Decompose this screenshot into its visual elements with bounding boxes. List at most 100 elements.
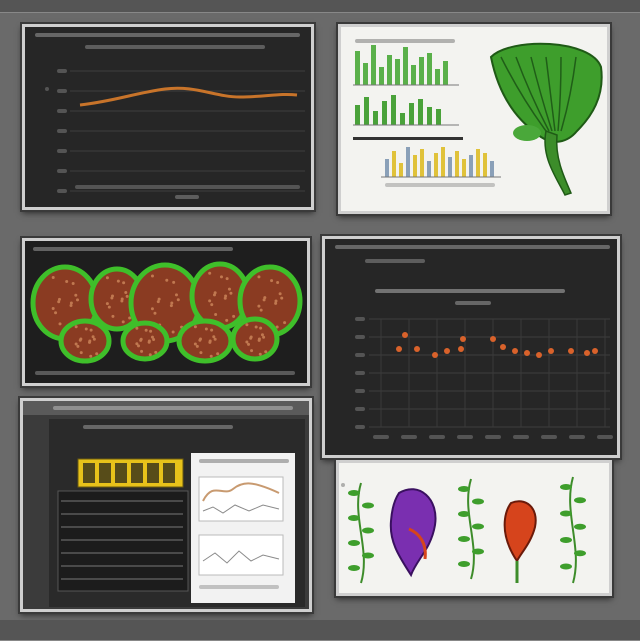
cell-dot (124, 291, 128, 295)
bar (469, 155, 473, 177)
botanical-graphic (341, 476, 586, 584)
bar (385, 159, 389, 177)
cell-dot (210, 328, 214, 332)
x-tick-label (429, 435, 445, 439)
cell-dot (89, 354, 93, 358)
bar (355, 105, 360, 125)
cell-dot (232, 314, 236, 318)
cell (176, 318, 234, 364)
blurred-subtitle (365, 259, 425, 263)
cell-dot (51, 275, 55, 279)
cell-dot (135, 326, 139, 330)
scatter-point (524, 350, 530, 356)
cell-dot (144, 328, 148, 332)
banner-glyph (115, 463, 127, 483)
scatter-point (548, 348, 554, 354)
cell-dot (225, 277, 229, 281)
cell-dot (154, 350, 158, 354)
cell-dot (193, 342, 197, 346)
bar (409, 103, 414, 125)
cell-dot (257, 338, 261, 342)
cell-dot (88, 340, 92, 344)
x-tick-label (541, 435, 557, 439)
fern-leaflet (362, 552, 374, 559)
blurred-title (335, 245, 610, 249)
banner-glyph (99, 463, 111, 483)
cell-dot (199, 337, 203, 341)
cell-dot (208, 271, 212, 275)
cell-dot (250, 349, 254, 353)
cell-dot (84, 327, 88, 331)
x-tick-label (569, 435, 585, 439)
bar (462, 159, 466, 177)
cell (58, 318, 112, 364)
cell-dot (280, 296, 284, 300)
y-tick-label (355, 371, 365, 375)
cell-dot (247, 342, 251, 346)
scatter-point (512, 348, 518, 354)
blurred-side-label (341, 483, 345, 487)
cell-dot (274, 299, 278, 303)
x-tick-label (457, 435, 473, 439)
cell-dot (263, 296, 267, 300)
cell-dot (257, 304, 261, 308)
y-tick-label (355, 407, 365, 411)
fern-leaflet (348, 565, 360, 571)
fern-leaflet (348, 540, 360, 546)
cell-dot (153, 311, 157, 315)
bar (355, 51, 360, 85)
y-tick-label (355, 317, 365, 321)
cell (230, 316, 280, 362)
scatter-point (444, 348, 450, 354)
y-tick-label (355, 425, 365, 429)
fern-leaflet (472, 548, 484, 555)
cell-dot (275, 325, 279, 329)
bar (391, 95, 396, 125)
x-tick-label (513, 435, 529, 439)
fern-leaflet (574, 497, 586, 504)
y-tick-label (355, 335, 365, 339)
plant-leaf (513, 125, 541, 141)
cell-dot (212, 335, 216, 339)
cell-dot (169, 304, 173, 308)
cell (120, 320, 170, 362)
banner-glyph (83, 463, 95, 483)
fern-leaflet (574, 523, 586, 530)
cell-dot (157, 297, 161, 301)
cell-dot (57, 300, 61, 304)
y-tick-label (57, 69, 67, 73)
cell-dot (125, 294, 129, 298)
panel-plant-bars (338, 24, 610, 214)
bar (448, 157, 452, 177)
y-tick-label (355, 353, 365, 357)
cell-dot (195, 344, 199, 348)
bar (371, 45, 376, 85)
bar (373, 111, 378, 125)
cell-dot (276, 281, 280, 285)
cell-dot (165, 278, 169, 282)
cell-dot (213, 291, 217, 295)
x-tick-labels (385, 183, 495, 187)
blurred-report-title (199, 459, 289, 463)
scatter-chart-graphic (335, 245, 613, 439)
cell-dot (245, 340, 249, 344)
cell-dot (139, 337, 143, 341)
fern-leaflet (560, 537, 572, 543)
blurred-chart-title (355, 39, 455, 43)
bar (400, 113, 405, 125)
bar (420, 149, 424, 177)
x-tick-label (485, 435, 501, 439)
y-tick-label (57, 149, 67, 153)
cell-dot (227, 287, 231, 291)
cell-dot (259, 326, 263, 330)
fern-leaflet (472, 498, 484, 505)
monitor-screen-graphic (23, 401, 309, 607)
x-tick-label (597, 435, 613, 439)
bar (435, 69, 440, 85)
cell-dot (208, 299, 212, 303)
cell-dot (156, 300, 160, 304)
x-tick-labels (75, 185, 300, 189)
fern-leaflet (458, 486, 470, 492)
scatter-point (396, 346, 402, 352)
fern-leaflet (560, 510, 572, 517)
